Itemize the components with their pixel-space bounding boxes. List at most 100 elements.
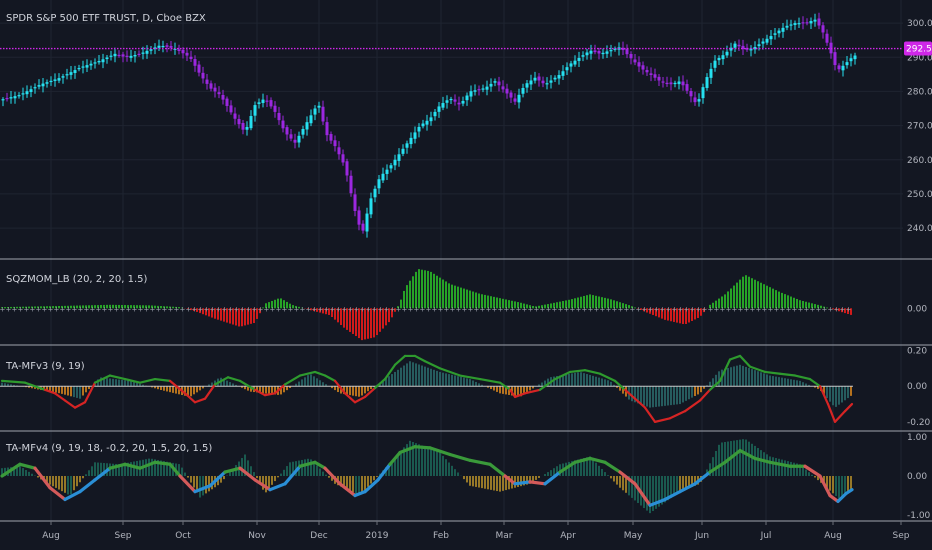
candle-body [241, 122, 245, 130]
squeeze-cross: + [234, 305, 240, 313]
candle [521, 83, 525, 98]
ta-mfv3-line-segment [263, 392, 277, 397]
ta-mfv4-line-segment [78, 478, 97, 494]
candle [221, 89, 225, 105]
candle-body [337, 147, 341, 155]
ta-mfv3-line-segment [93, 374, 112, 384]
candle-body [653, 74, 657, 78]
candle-body [853, 55, 857, 60]
candle [545, 77, 549, 90]
candle-body [789, 24, 793, 26]
candle-body [565, 67, 569, 71]
squeeze-cross: + [426, 305, 432, 313]
main-chart-title: SPDR S&P 500 ETF TRUST, D, Cboe BZX [6, 13, 206, 24]
price-axis-tick: 270.00 [907, 122, 932, 132]
candle-body [369, 198, 373, 215]
price-axis-tick: 260.00 [907, 156, 932, 166]
candle [9, 91, 13, 104]
candle-body [309, 115, 313, 124]
ta-mfv4-line-segment [648, 497, 667, 507]
ta-mfv4-pane[interactable]: TA-MFv4 (9, 19, 18, -0.2, 20, 1.5, 20, 1… [0, 433, 931, 521]
candle [457, 96, 461, 111]
candle-body [533, 77, 537, 81]
candle [793, 20, 797, 30]
candle [525, 79, 529, 93]
ta-mfv3-line-segment [238, 379, 257, 391]
candle [641, 61, 645, 75]
candle [597, 47, 601, 60]
ta-mfv4-line-segment [223, 466, 242, 474]
candle-body [341, 154, 345, 163]
candle-body [493, 81, 497, 83]
squeeze-cross: + [186, 305, 192, 313]
ta-mfv3-line-segment [423, 360, 442, 370]
candle [97, 54, 101, 65]
squeeze-cross: + [12, 305, 18, 313]
squeeze-cross: + [240, 305, 246, 313]
ta-mfv3-pane[interactable]: TA-MFv3 (9, 19) 0.20 0.00 -0.20 [0, 347, 931, 428]
squeeze-cross: + [588, 305, 594, 313]
candle-body [165, 45, 169, 47]
candle [197, 60, 201, 77]
candle-body [641, 65, 645, 70]
squeeze-cross: + [246, 305, 252, 313]
candle-body [629, 54, 633, 59]
squeeze-cross: + [474, 305, 480, 313]
ta-mfv4-line-segment [48, 486, 67, 502]
ta-mfv3-line-segment [623, 388, 637, 400]
candle-body [541, 80, 545, 84]
candle-body [733, 43, 737, 48]
candle-body [221, 94, 225, 100]
ta-mfv3-line-segment [478, 377, 502, 384]
candle [105, 54, 109, 64]
candle-body [285, 127, 289, 135]
candle-body [725, 51, 729, 56]
candle-body [145, 50, 149, 54]
candle-body [273, 105, 277, 112]
squeeze-momentum-pane[interactable]: SQZMOM_LB (20, 2, 20, 1.5) + + + + + + + + + + + + +… [0, 269, 927, 341]
candle [505, 83, 509, 99]
price-axis[interactable]: 300.00 290.00 280.00 270.00 260.00 250.00 240.… [907, 19, 932, 234]
ta-mfv4-line-segment [738, 448, 757, 461]
ta-mfv3-line-segment [383, 363, 397, 381]
ta-mfv4-line-segment [338, 482, 357, 498]
squeeze-cross: + [678, 305, 684, 313]
candle-body [817, 18, 821, 26]
squeeze-histogram [1, 269, 852, 341]
candle-body [837, 65, 841, 70]
candle [29, 85, 33, 98]
time-axis-label: 2019 [366, 531, 389, 541]
price-pane[interactable]: SPDR S&P 500 ETF TRUST, D, Cboe BZX 300.… [0, 12, 932, 238]
candle [337, 141, 341, 160]
squeeze-cross: + [840, 305, 846, 313]
candle-body [605, 51, 609, 54]
candle-body [505, 88, 509, 94]
candle-body [177, 49, 181, 51]
candle-body [781, 27, 785, 32]
candle [281, 115, 285, 133]
candle [721, 50, 725, 65]
ta-mfv4-line-segment [268, 482, 287, 492]
candle [629, 51, 633, 65]
squeeze-cross: + [0, 305, 6, 313]
ta-mfv4-line-segment [428, 446, 452, 457]
candle-body [365, 213, 369, 232]
ta-mfv3-line-segment [153, 377, 172, 382]
time-axis[interactable]: Aug Sep Oct Nov Dec 2019 Feb Mar Apr May Jun Jul Aug… [42, 521, 910, 541]
candle-body [509, 92, 513, 98]
ta-mfv4-line-segment [18, 462, 37, 470]
squeeze-cross: + [498, 305, 504, 313]
candle-body [713, 60, 717, 68]
ta-mfv3-line-segment [123, 377, 142, 384]
candle-body [117, 54, 121, 57]
ta-mfv3-line-segment [683, 399, 702, 413]
candle-body [589, 50, 593, 54]
squeeze-momentum-title: SQZMOM_LB (20, 2, 20, 1.5) [6, 274, 147, 285]
candle [653, 68, 657, 81]
candle [725, 45, 729, 58]
candle [385, 164, 389, 181]
squeeze-cross: + [612, 305, 618, 313]
ta-mfv4-line-segment [678, 482, 697, 494]
squeeze-cross: + [192, 305, 198, 313]
